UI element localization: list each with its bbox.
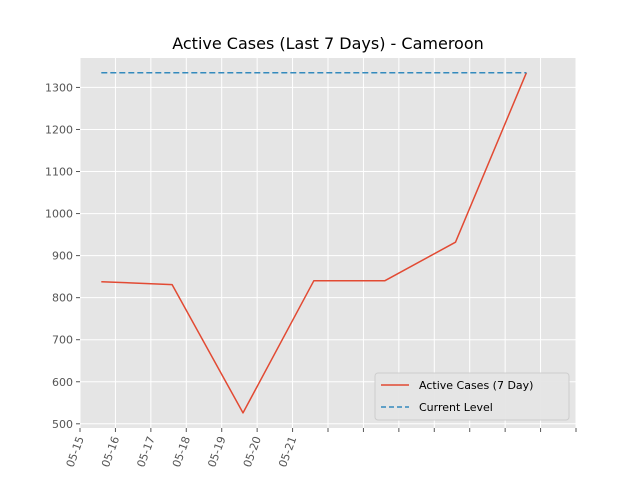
y-tick-label: 1100: [45, 166, 73, 179]
legend-label-active-cases: Active Cases (7 Day): [419, 379, 533, 392]
series-line-active-cases: [101, 72, 528, 414]
legend-box: [374, 372, 570, 421]
y-tick-label: 800: [52, 292, 73, 305]
y-tick-label: 600: [52, 376, 73, 389]
y-tick-label: 900: [52, 250, 73, 263]
grid-lines: [79, 58, 577, 428]
chart-title: Active Cases (Last 7 Days) - Cameroon: [172, 34, 484, 53]
y-tick-label: 1000: [45, 208, 73, 221]
y-tick-label: 700: [52, 334, 73, 347]
y-tick-label: 1200: [45, 123, 73, 136]
y-axis: 500 600 700 800 900 1000 1100 1200 1300: [45, 81, 80, 431]
y-tick-label: 500: [52, 418, 73, 431]
y-tick-label: 1300: [45, 81, 73, 94]
legend: Active Cases (7 Day) Current Level: [374, 372, 570, 421]
series-layer: [101, 71, 528, 414]
legend-label-current-level: Current Level: [419, 401, 493, 414]
